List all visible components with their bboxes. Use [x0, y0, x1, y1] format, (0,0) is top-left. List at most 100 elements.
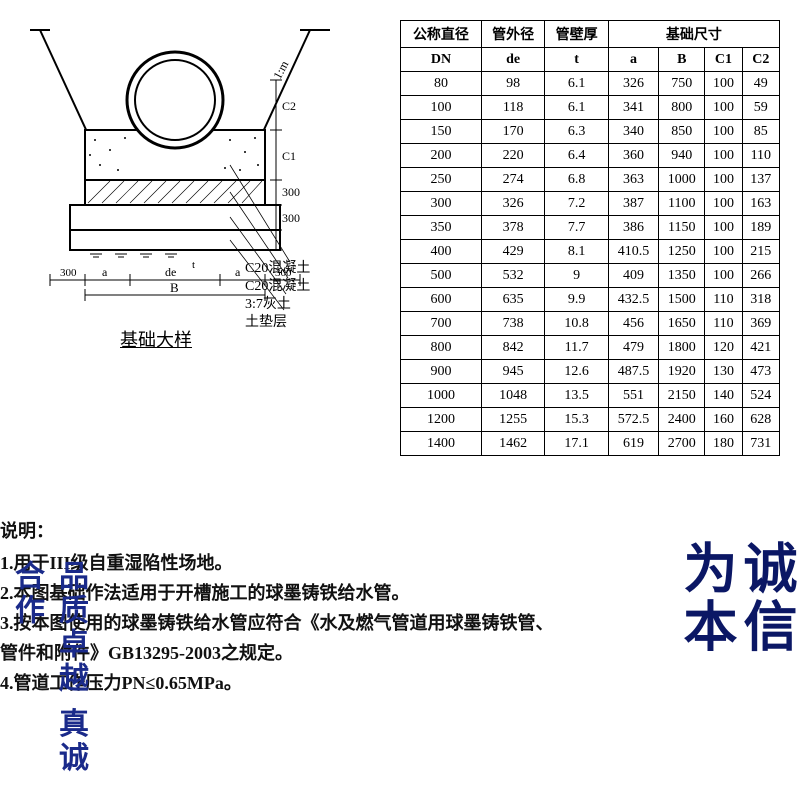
legend-item: C20混凝土: [245, 260, 310, 278]
table-row: 1400146217.16192700180731: [401, 432, 780, 456]
table-cell: 421: [742, 336, 779, 360]
table-cell: 1350: [659, 264, 705, 288]
svg-text:C1: C1: [282, 149, 296, 163]
table-cell: 1500: [659, 288, 705, 312]
foundation-diagram: 1:m: [30, 20, 360, 320]
table-cell: 363: [608, 168, 658, 192]
diagram-legend: C20混凝土 C20混凝土 3:7灰土 土垫层: [245, 260, 310, 332]
table-cell: 11.7: [545, 336, 608, 360]
table-cell: 369: [742, 312, 779, 336]
col-sub: DN: [401, 48, 482, 72]
table-cell: 120: [705, 336, 742, 360]
legend-item: 3:7灰土: [245, 296, 310, 314]
table-cell: 220: [481, 144, 544, 168]
col-sub: de: [481, 48, 544, 72]
table-cell: 100: [705, 192, 742, 216]
table-cell: 473: [742, 360, 779, 384]
table-cell: 2700: [659, 432, 705, 456]
table-cell: 215: [742, 240, 779, 264]
table-cell: 341: [608, 96, 658, 120]
table-cell: 9: [545, 264, 608, 288]
col-sub: t: [545, 48, 608, 72]
table-cell: 2400: [659, 408, 705, 432]
svg-text:a: a: [102, 265, 108, 279]
table-cell: 100: [705, 72, 742, 96]
table-cell: 731: [742, 432, 779, 456]
table-cell: 850: [659, 120, 705, 144]
table-cell: 340: [608, 120, 658, 144]
col-sub: C1: [705, 48, 742, 72]
table-cell: 700: [401, 312, 482, 336]
table-cell: 326: [481, 192, 544, 216]
table-cell: 1000: [401, 384, 482, 408]
table-cell: 738: [481, 312, 544, 336]
table-cell: 98: [481, 72, 544, 96]
table-cell: 100: [705, 144, 742, 168]
table-cell: 163: [742, 192, 779, 216]
table-cell: 1100: [659, 192, 705, 216]
table-cell: 200: [401, 144, 482, 168]
table-cell: 1800: [659, 336, 705, 360]
table-row: 1001186.134180010059: [401, 96, 780, 120]
svg-text:a: a: [235, 265, 241, 279]
table-cell: 7.2: [545, 192, 608, 216]
table-row: 50053294091350100266: [401, 264, 780, 288]
table-row: 3003267.23871100100163: [401, 192, 780, 216]
table-cell: 59: [742, 96, 779, 120]
table-row: 2002206.4360940100110: [401, 144, 780, 168]
table-cell: 842: [481, 336, 544, 360]
table-cell: 1462: [481, 432, 544, 456]
table-cell: 800: [401, 336, 482, 360]
table-cell: 6.4: [545, 144, 608, 168]
table-row: 3503787.73861150100189: [401, 216, 780, 240]
table-cell: 7.7: [545, 216, 608, 240]
table-cell: 387: [608, 192, 658, 216]
table-cell: 429: [481, 240, 544, 264]
table-cell: 100: [705, 240, 742, 264]
note-line: 4.管道工作压力PN≤0.65MPa。: [0, 668, 800, 698]
table-cell: 17.1: [545, 432, 608, 456]
table-cell: 378: [481, 216, 544, 240]
table-cell: 1250: [659, 240, 705, 264]
table-cell: 100: [705, 264, 742, 288]
table-cell: 1200: [401, 408, 482, 432]
table-cell: 409: [608, 264, 658, 288]
table-cell: 628: [742, 408, 779, 432]
table-cell: 250: [401, 168, 482, 192]
table-cell: 13.5: [545, 384, 608, 408]
table-cell: 110: [705, 312, 742, 336]
legend-item: 土垫层: [245, 314, 310, 332]
table-cell: 1400: [401, 432, 482, 456]
table-cell: 12.6: [545, 360, 608, 384]
table-cell: 80: [401, 72, 482, 96]
table-cell: 100: [705, 120, 742, 144]
table-cell: 940: [659, 144, 705, 168]
table-cell: 100: [705, 96, 742, 120]
table-row: 70073810.84561650110369: [401, 312, 780, 336]
table-cell: 326: [608, 72, 658, 96]
table-cell: 266: [742, 264, 779, 288]
table-cell: 800: [659, 96, 705, 120]
table-cell: 1000: [659, 168, 705, 192]
table-cell: 137: [742, 168, 779, 192]
col-group: 管壁厚: [545, 21, 608, 48]
table-cell: 1650: [659, 312, 705, 336]
table-cell: 635: [481, 288, 544, 312]
svg-text:de: de: [165, 265, 176, 279]
table-cell: 6.8: [545, 168, 608, 192]
table-cell: 1048: [481, 384, 544, 408]
table-cell: 140: [705, 384, 742, 408]
note-line: 2.本图基础作法适用于开槽施工的球墨铸铁给水管。: [0, 578, 800, 608]
svg-text:300: 300: [282, 211, 300, 225]
col-sub: B: [659, 48, 705, 72]
table-cell: 160: [705, 408, 742, 432]
table-row: 6006359.9432.51500110318: [401, 288, 780, 312]
svg-text:300: 300: [282, 185, 300, 199]
table-cell: 6.1: [545, 72, 608, 96]
table-cell: 100: [705, 216, 742, 240]
table-cell: 619: [608, 432, 658, 456]
table-cell: 432.5: [608, 288, 658, 312]
table-row: 1501706.334085010085: [401, 120, 780, 144]
svg-text:C2: C2: [282, 99, 296, 113]
table-cell: 118: [481, 96, 544, 120]
